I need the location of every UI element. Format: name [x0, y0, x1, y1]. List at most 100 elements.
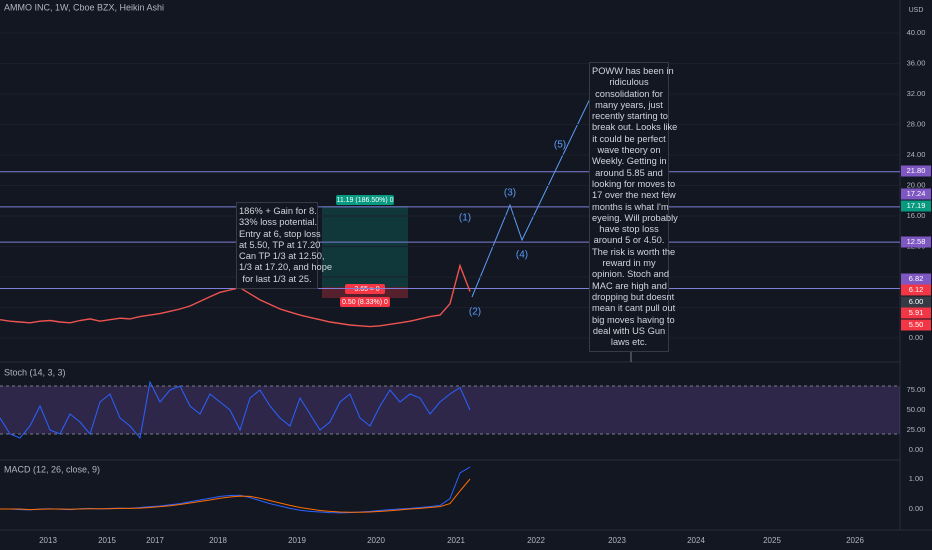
price-tag-label: 6.00: [909, 297, 924, 306]
note-line: laws etc.: [610, 337, 648, 348]
mid-label-bg: [345, 284, 385, 294]
price-tag-label: 5.91: [909, 308, 924, 317]
y-tick-label: 28.00: [907, 119, 926, 128]
note-line: MAC are high and: [592, 280, 667, 291]
y-tick-label: 50.00: [907, 405, 926, 414]
wave-path: [471, 81, 599, 298]
note-line: Weekly. Getting in: [592, 156, 667, 167]
price-tag: [901, 188, 931, 200]
note-line: it could be perfect: [592, 133, 666, 144]
note-line: break out. Looks like: [592, 122, 678, 133]
wave-label: (2): [469, 307, 481, 318]
macd-title: MACD (12, 26, close, 9): [4, 464, 100, 474]
price-tag: [901, 319, 931, 331]
y-tick-label: 0.00: [909, 504, 924, 513]
note-line: mean it cant pull out: [592, 303, 676, 314]
loss-label: 0.50 (8.33%) 0: [342, 299, 388, 306]
y-tick-label: 24.00: [907, 150, 926, 159]
x-tick-label: 2024: [687, 536, 705, 545]
stoch-title: Stoch (14, 3, 3): [4, 367, 66, 377]
note-line: POWW has been in: [592, 66, 674, 76]
y-tick-label: 0.00: [909, 445, 924, 454]
y-tick-label: 36.00: [907, 58, 926, 67]
y-tick-label: 0.00: [909, 333, 924, 342]
loss-label-bg: [340, 297, 390, 307]
price-tag-label: 12.58: [907, 237, 926, 246]
note-line: wave theory on: [597, 145, 661, 156]
note-line: big moves having to: [592, 314, 675, 325]
wave-label: (5): [554, 140, 566, 151]
x-tick-label: 2026: [846, 536, 864, 545]
y-tick-label: 75.00: [907, 385, 926, 394]
currency: USD: [909, 7, 924, 14]
x-tick-label: 2021: [447, 536, 465, 545]
y-tick-label: 1.00: [909, 474, 924, 483]
note-line: 1/3 at 17.20, and hope: [239, 262, 333, 273]
series-line: [0, 263, 471, 328]
price-tag-label: 17.19: [907, 201, 926, 210]
y-tick-label: 25.00: [907, 425, 926, 434]
price-tag: [901, 236, 931, 248]
note-line: The risk is worth the: [592, 246, 676, 257]
price-tag: [901, 165, 931, 177]
x-tick-label: 2018: [209, 536, 227, 545]
note-line: 17 over the next few: [592, 190, 676, 201]
mid-label: −3.65 ≈ 0: [350, 286, 379, 293]
wave-label: (4): [516, 250, 528, 261]
note-line: recently starting to: [592, 111, 668, 122]
symbol-title: AMMO INC, 1W, Cboe BZX, Heikin Ashi: [4, 2, 164, 12]
note-line: deal with US Gun: [592, 325, 666, 336]
right-note: POWW has been in ridiculous consolidation …: [589, 62, 678, 353]
price-tag: [901, 307, 931, 319]
left-note: 186% + Gain for 8. 33% loss potential. Ent…: [236, 202, 333, 290]
x-tick-label: 2025: [763, 536, 781, 545]
note-line: eyeing. Will probably: [592, 212, 678, 223]
price-tag: [901, 273, 931, 285]
price-tag: [901, 296, 931, 308]
x-tick-label: 2019: [288, 536, 306, 545]
x-tick-label: 2017: [146, 536, 164, 545]
series-line: [0, 380, 471, 440]
x-tick-label: 2015: [98, 536, 116, 545]
price-tag-label: 5.50: [909, 320, 924, 329]
price-tag-label: 6.12: [909, 285, 924, 294]
wave-label: (3): [504, 188, 516, 199]
profit-label: 11.19 (186.50%) 0: [336, 197, 393, 204]
note-line: for last 1/3 at 25.: [242, 273, 312, 284]
note-line: looking for moves to: [592, 178, 676, 189]
y-tick-label: 40.00: [907, 28, 926, 37]
note-line: Entry at 6, stop loss: [239, 228, 321, 239]
y-tick-label: 20.00: [907, 180, 926, 189]
x-tick-label: 2013: [39, 536, 57, 545]
note-line: reward in my: [602, 258, 656, 269]
note-line: dropping but doesnt: [592, 291, 675, 302]
y-tick-label: 32.00: [907, 89, 926, 98]
price-tag: [901, 284, 931, 296]
note-line: 33% loss potential.: [239, 217, 318, 228]
note-line: Can TP 1/3 at 12.50,: [239, 251, 325, 262]
note-line: around 5 or 4.50.: [593, 235, 665, 246]
note-line: at 5.50, TP at 17.20: [239, 239, 321, 250]
stoch-band: [0, 386, 900, 434]
note-line: have stop loss: [599, 224, 659, 235]
x-tick-label: 2022: [527, 536, 545, 545]
price-tag-label: 21.80: [907, 166, 926, 175]
price-tag-label: 6.82: [909, 274, 924, 283]
note-line: 186% + Gain for 8.: [239, 206, 317, 216]
x-tick-label: 2020: [367, 536, 385, 545]
note-line: ridiculous: [609, 77, 649, 88]
price-tag-label: 17.24: [907, 189, 926, 198]
wave-label: (1): [459, 213, 471, 224]
y-tick-label: 16.00: [907, 211, 926, 220]
x-tick-label: 2023: [608, 536, 626, 545]
note-line: months is what I'm: [592, 201, 669, 212]
note-line: around 5.85 and: [595, 167, 663, 178]
note-line: consolidation for: [595, 88, 663, 99]
price-tag: [901, 200, 931, 212]
profit-label-bg: [336, 195, 394, 205]
note-line: opinion. Stoch and: [592, 269, 670, 280]
note-line: many years, just: [595, 99, 663, 110]
